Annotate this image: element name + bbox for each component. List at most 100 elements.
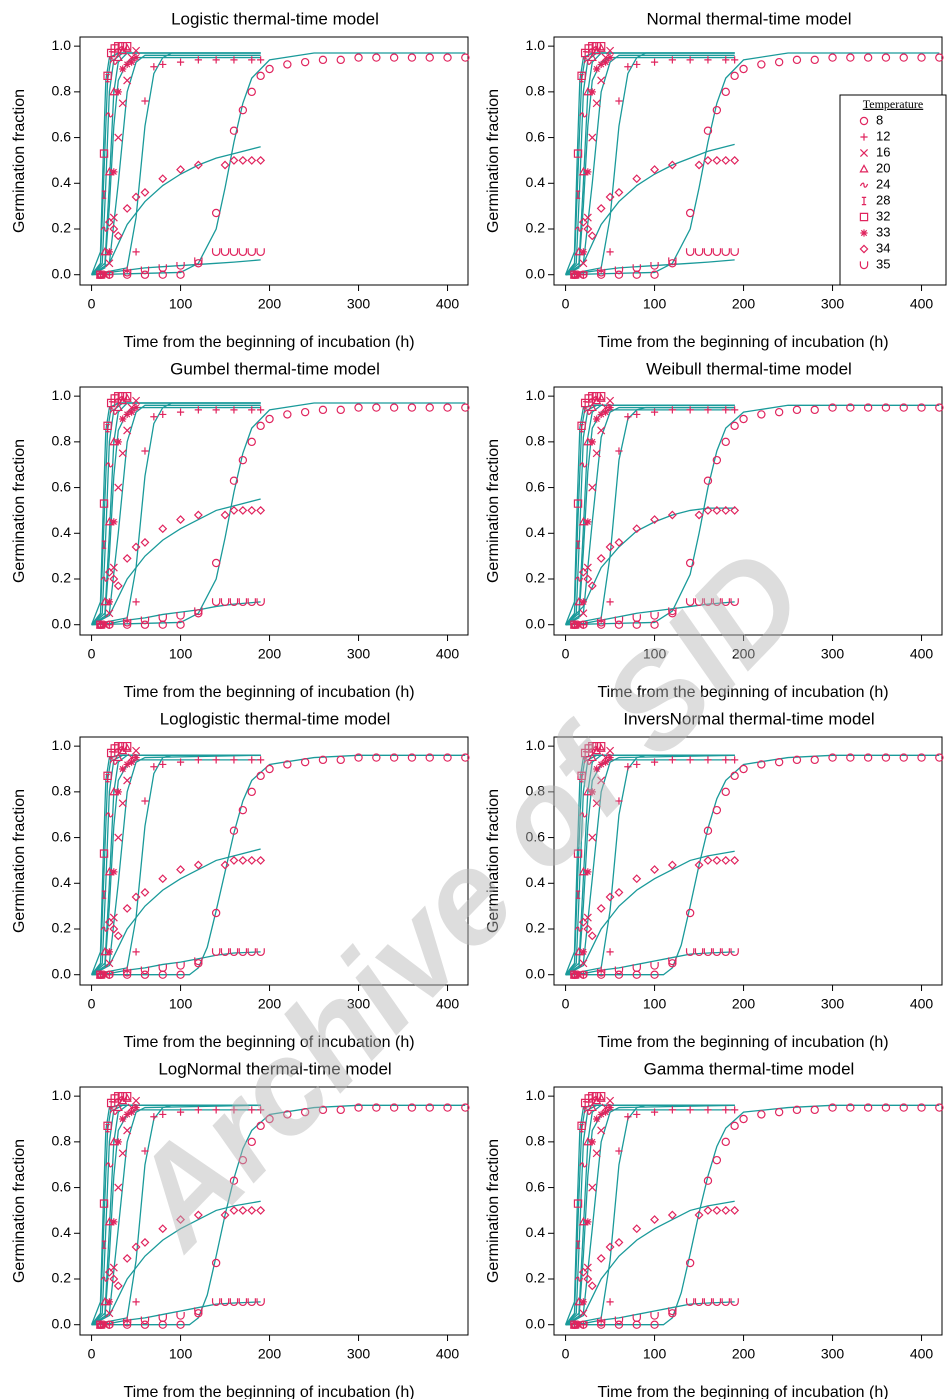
observed-point: [606, 1298, 614, 1306]
observed-point: [596, 970, 606, 979]
observed-point: [212, 1106, 220, 1114]
observed-point: [917, 53, 926, 62]
x-tick-label: 200: [258, 296, 282, 312]
observed-point: [587, 1102, 597, 1112]
x-axis-label: Time from the beginning of incubation (h…: [123, 1384, 414, 1399]
observed-point: [118, 799, 127, 808]
observed-point: [614, 1320, 624, 1329]
observed-point: [828, 403, 837, 412]
observed-point: [229, 948, 239, 957]
observed-point: [573, 499, 583, 508]
observed-point: [229, 1176, 239, 1185]
observed-point: [109, 759, 118, 765]
observed-point: [667, 510, 677, 520]
observed-point: [113, 931, 123, 941]
observed-point: [596, 618, 606, 627]
observed-point: [667, 860, 677, 870]
observed-point: [96, 1321, 105, 1329]
observed-point: [632, 270, 641, 279]
observed-point: [579, 73, 584, 83]
fitted-curve: [91, 52, 466, 276]
observed-point: [694, 248, 704, 257]
observed-point: [194, 1106, 202, 1114]
observed-point: [632, 1314, 641, 1323]
legend-label: 12: [876, 128, 890, 143]
legend-label: 35: [876, 256, 890, 271]
observed-point: [580, 1098, 590, 1108]
observed-point: [247, 1205, 257, 1215]
fitted-curve: [90, 402, 261, 625]
observed-point: [593, 765, 601, 773]
observed-point: [105, 621, 114, 629]
observed-point: [372, 1103, 381, 1112]
fitted-curve: [91, 402, 261, 626]
observed-point: [230, 406, 238, 414]
observed-point: [881, 403, 891, 412]
observed-point: [577, 71, 586, 81]
x-tick-label: 0: [562, 1346, 570, 1362]
legend-marker: [860, 229, 868, 237]
observed-point: [730, 855, 740, 865]
y-tick-label: 1.0: [526, 737, 546, 753]
fitted-curve: [90, 1104, 261, 1325]
observed-point: [668, 1309, 677, 1318]
observed-point: [104, 567, 114, 577]
observed-point: [229, 1298, 239, 1307]
observed-point: [113, 1102, 123, 1112]
observed-point: [105, 259, 114, 268]
observed-point: [283, 410, 292, 419]
observed-point: [917, 1103, 926, 1112]
observed-point: [579, 1123, 584, 1133]
observed-point: [101, 971, 109, 979]
observed-point: [703, 476, 713, 485]
observed-point: [131, 892, 141, 902]
observed-point: [159, 760, 167, 769]
observed-point: [114, 483, 123, 492]
plot-frame: [553, 1086, 943, 1336]
observed-point: [105, 423, 110, 433]
observed-point: [220, 248, 230, 257]
observed-point: [118, 449, 127, 458]
observed-point: [176, 270, 185, 279]
observed-point: [247, 948, 256, 957]
observed-point: [150, 413, 158, 421]
observed-point: [703, 948, 713, 957]
observed-point: [588, 133, 597, 142]
y-tick-label: 0.2: [526, 570, 546, 586]
observed-point: [650, 1215, 660, 1225]
observed-point: [580, 48, 590, 58]
observed-point: [863, 403, 873, 412]
observed-point: [721, 855, 731, 865]
fitted-curve: [91, 259, 261, 276]
observed-point: [176, 58, 185, 66]
observed-point: [712, 1298, 722, 1307]
observed-point: [650, 961, 659, 970]
observed-point: [109, 409, 118, 415]
observed-point: [247, 437, 256, 447]
x-axis-label: Time from the beginning of incubation (h…: [597, 1384, 888, 1399]
observed-point: [588, 1138, 596, 1146]
observed-point: [632, 1320, 641, 1329]
observed-point: [587, 752, 597, 762]
observed-point: [579, 1298, 587, 1306]
observed-point: [574, 576, 584, 582]
observed-point: [123, 76, 132, 85]
observed-point: [265, 1114, 274, 1124]
observed-point: [846, 403, 855, 412]
observed-point: [597, 776, 606, 785]
x-tick-label: 400: [436, 296, 460, 312]
observed-point: [229, 476, 239, 485]
observed-point: [579, 971, 588, 979]
observed-point: [846, 1103, 855, 1112]
y-axis-label: Germination fraction: [11, 89, 28, 233]
legend-marker: [860, 133, 868, 141]
observed-point: [114, 133, 123, 142]
observed-point: [105, 1123, 110, 1133]
observed-point: [574, 1276, 584, 1282]
observed-point: [863, 753, 873, 762]
observed-point: [574, 926, 584, 932]
observed-point: [256, 598, 265, 607]
observed-point: [114, 1138, 122, 1146]
legend-marker: [859, 244, 869, 254]
x-tick-label: 0: [88, 1346, 96, 1362]
